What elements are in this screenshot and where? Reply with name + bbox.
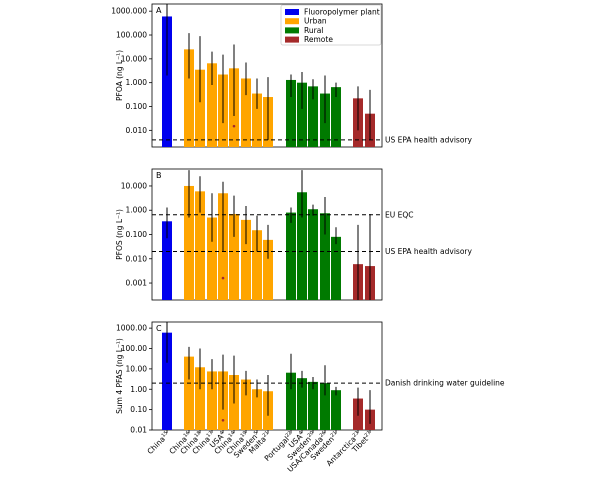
y-tick-label: 0.001 xyxy=(126,279,148,288)
y-tick-label: 100.00 xyxy=(121,344,147,353)
bar xyxy=(297,192,307,300)
y-axis-label: PFOA (ng L⁻¹) xyxy=(115,50,124,101)
bar xyxy=(286,212,296,300)
bar xyxy=(184,49,194,147)
y-tick-label: 0.010 xyxy=(126,254,148,263)
y-tick-label: 0.010 xyxy=(126,126,148,135)
bar xyxy=(195,367,205,430)
reference-line-label: US EPA health advisory xyxy=(385,247,473,256)
y-tick-label: 0.01 xyxy=(130,426,147,435)
y-tick-label: 0.100 xyxy=(126,102,148,111)
bar xyxy=(297,378,307,430)
bar xyxy=(207,371,217,430)
panel-a: 0.010 0.100 1.000 10.000 100.000 1000.000 PFOA… xyxy=(111,3,473,148)
reference-line-label: US EPA health advisory xyxy=(385,135,473,144)
y-tick-label: 1.000 xyxy=(126,206,148,215)
y-tick-label: 100.000 xyxy=(116,31,147,40)
x-tick-label: China15 xyxy=(145,430,171,456)
bar xyxy=(195,69,205,147)
legend-swatch xyxy=(285,36,299,43)
panel-label: C xyxy=(156,324,162,333)
bar xyxy=(286,372,296,430)
y-axis-label: Sum 4 PFAS (ng L⁻¹) xyxy=(115,338,124,414)
bar xyxy=(195,191,205,300)
bar xyxy=(162,16,172,147)
y-tick-label: 1000.000 xyxy=(111,7,147,16)
outlier-marker xyxy=(221,276,225,280)
bar xyxy=(252,230,262,300)
legend-label: Rural xyxy=(304,26,323,35)
y-axis-label: PFOS (ng L⁻¹) xyxy=(115,209,124,260)
bar xyxy=(241,78,251,147)
y-tick-label: 1.00 xyxy=(130,385,147,394)
legend-label: Remote xyxy=(304,35,333,44)
bar xyxy=(229,213,239,300)
bar xyxy=(184,356,194,430)
bar xyxy=(162,332,172,430)
legend-label: Urban xyxy=(304,17,327,26)
legend-swatch xyxy=(285,9,299,15)
y-tick-label: 10.000 xyxy=(121,54,147,63)
bar xyxy=(207,63,217,148)
bar xyxy=(308,209,318,300)
bar xyxy=(241,379,251,430)
y-tick-label: 0.10 xyxy=(130,405,147,414)
panel-c: 0.01 0.10 1.00 10.00 100.00 1000.00 Sum 4 PFAS… xyxy=(115,321,505,474)
bar xyxy=(308,86,318,147)
outlier-marker xyxy=(221,418,225,422)
panel-label: A xyxy=(156,6,162,15)
bar xyxy=(320,383,330,430)
bar xyxy=(252,93,262,147)
bar xyxy=(241,219,251,300)
legend-frame xyxy=(280,4,382,46)
bar xyxy=(331,236,341,300)
y-tick-label: 1000.00 xyxy=(116,324,147,333)
bar xyxy=(184,185,194,300)
y-tick-label: 10.00 xyxy=(126,364,148,373)
bar xyxy=(331,87,341,147)
bar xyxy=(297,82,307,147)
bar xyxy=(308,381,318,430)
panel-b: 0.001 0.010 0.100 1.000 10.000 PFOS (ng L⁻¹) B… xyxy=(115,168,473,301)
legend-swatch xyxy=(285,27,299,34)
y-tick-label: 1.000 xyxy=(126,78,148,87)
bar xyxy=(263,239,273,300)
bar xyxy=(331,390,341,430)
legend-label: Fluoropolymer plant xyxy=(304,8,380,17)
y-tick-label: 0.100 xyxy=(126,230,148,239)
panel-label: B xyxy=(156,171,162,180)
reference-line-label: EU EQC xyxy=(385,210,414,219)
y-tick-label: 10.000 xyxy=(121,181,147,190)
bar xyxy=(162,221,172,300)
bar xyxy=(286,79,296,147)
bar xyxy=(320,213,330,300)
outlier-marker xyxy=(232,124,236,128)
legend-swatch xyxy=(285,18,299,25)
bar xyxy=(207,217,217,300)
bar xyxy=(252,389,262,430)
reference-line-label: Danish drinking water guideline xyxy=(385,379,505,388)
